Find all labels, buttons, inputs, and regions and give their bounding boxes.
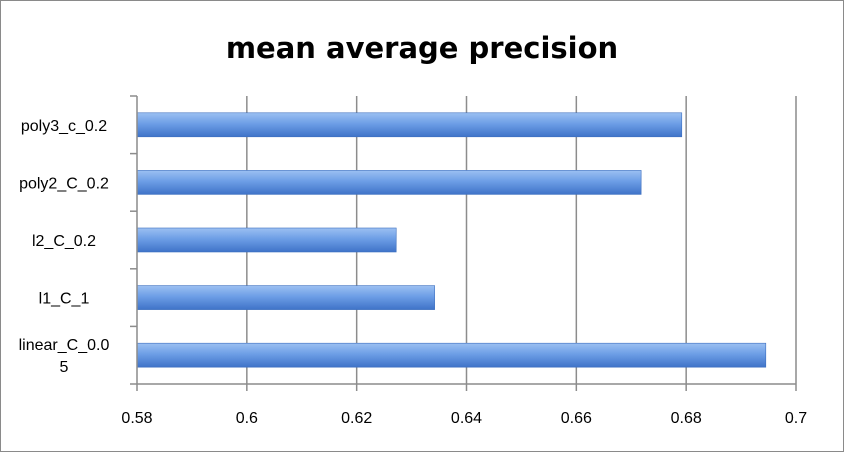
category-label-line: l2_C_0.2 — [32, 233, 96, 250]
category-label: poly3_c_0.2 — [21, 118, 107, 135]
category-label-line: linear_C_0.0 — [19, 337, 110, 354]
bar-l1_C_1 — [136, 285, 435, 310]
category-label-line: poly2_C_0.2 — [19, 175, 109, 192]
x-tick-label: 0.7 — [785, 410, 807, 427]
x-tick-label: 0.62 — [341, 410, 372, 427]
category-label: l1_C_1 — [39, 291, 90, 308]
bar-poly2_C_0.2 — [136, 170, 642, 195]
category-label-line: l1_C_1 — [39, 291, 90, 308]
bar-poly3_c_0.2 — [136, 112, 683, 138]
category-label-line: poly3_c_0.2 — [21, 118, 107, 135]
x-tick-label: 0.68 — [671, 410, 702, 427]
category-label-line: 5 — [60, 359, 69, 376]
category-label: linear_C_0.0 5 — [19, 337, 110, 376]
bar-linear_C_0.05 — [136, 342, 767, 368]
axes — [130, 95, 797, 391]
x-tick-label: 0.6 — [236, 410, 258, 427]
x-tick-label: 0.64 — [451, 410, 482, 427]
bars — [136, 112, 767, 368]
x-tick-label: 0.66 — [561, 410, 592, 427]
chart-title: mean average precision — [226, 31, 618, 65]
category-label: poly2_C_0.2 — [19, 175, 109, 192]
category-labels: linear_C_0.0 5 l1_C_1 l2_C_0.2 poly2_C_0.2 po… — [19, 118, 110, 376]
gridlines — [246, 96, 797, 384]
x-tick-labels: 0.58 0.6 0.62 0.64 0.66 0.68 0.7 — [121, 410, 807, 427]
x-tick-label: 0.58 — [121, 410, 152, 427]
category-label: l2_C_0.2 — [32, 233, 96, 250]
bar-l2_C_0.2 — [136, 227, 397, 253]
